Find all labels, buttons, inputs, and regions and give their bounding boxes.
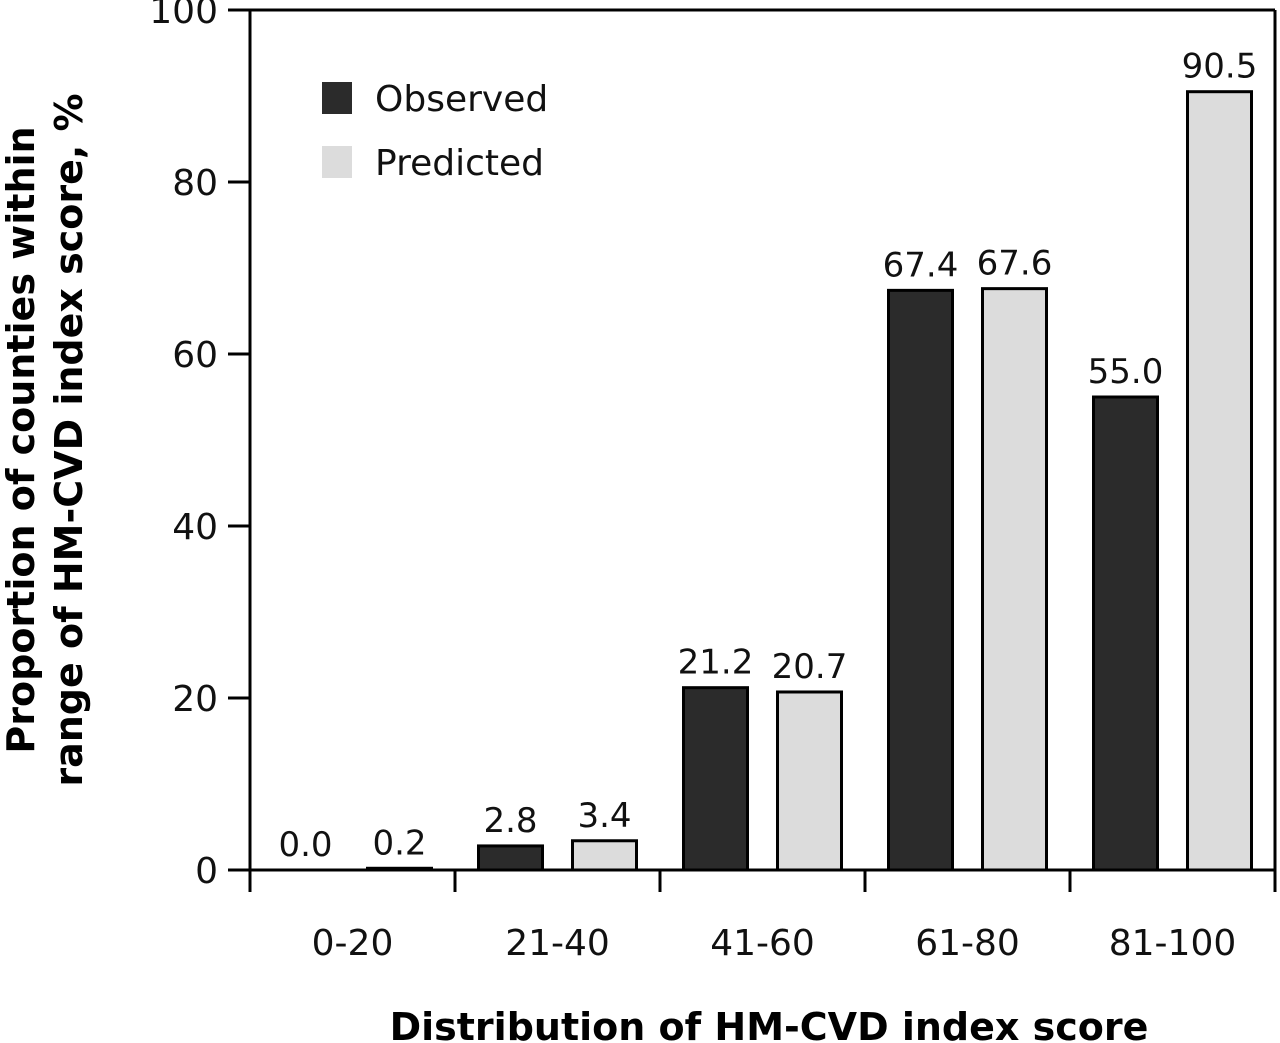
bar-observed bbox=[477, 844, 544, 872]
data-label: 55.0 bbox=[1088, 352, 1164, 392]
data-label: 90.5 bbox=[1182, 47, 1258, 87]
data-label: 2.8 bbox=[483, 801, 537, 841]
bar-predicted bbox=[366, 866, 433, 872]
y-axis-title-line-1: Proportion of counties within bbox=[0, 126, 43, 753]
data-label: 67.4 bbox=[883, 245, 959, 285]
y-tick-label: 80 bbox=[172, 163, 218, 204]
y-axis: 0 20 40 60 80 100 bbox=[149, 0, 1277, 892]
y-tick-label: 20 bbox=[172, 679, 218, 720]
legend-label-predicted: Predicted bbox=[375, 143, 544, 184]
bar-predicted bbox=[981, 287, 1048, 872]
y-tick-label: 60 bbox=[172, 335, 218, 376]
y-tick-label: 0 bbox=[195, 851, 218, 892]
bar-predicted bbox=[1186, 90, 1253, 872]
data-label: 67.6 bbox=[977, 244, 1053, 284]
x-tick-label: 0-20 bbox=[312, 923, 394, 964]
x-tick-label: 61-80 bbox=[915, 923, 1020, 964]
data-labels: 0.0 2.8 21.2 67.4 55.0 0.2 3.4 20.7 67.6 90.5 bbox=[278, 47, 1257, 865]
data-label: 0.2 bbox=[372, 823, 426, 863]
x-axis: 0-20 21-40 41-60 61-80 81-100 bbox=[248, 868, 1277, 964]
legend-label-observed: Observed bbox=[375, 79, 548, 120]
y-tick-label: 100 bbox=[149, 0, 218, 32]
bar-observed bbox=[682, 686, 749, 872]
x-tick-label: 21-40 bbox=[505, 923, 610, 964]
bars bbox=[366, 90, 1253, 872]
legend-swatch-predicted bbox=[322, 146, 352, 178]
y-tick-label: 40 bbox=[172, 507, 218, 548]
bar-observed bbox=[887, 288, 954, 872]
data-label: 0.0 bbox=[278, 825, 332, 865]
x-tick-label: 81-100 bbox=[1109, 923, 1237, 964]
data-label: 3.4 bbox=[577, 796, 631, 836]
bar-predicted bbox=[776, 690, 843, 872]
data-label: 21.2 bbox=[678, 643, 754, 683]
y-axis-title: Proportion of counties within range of H… bbox=[0, 93, 91, 786]
x-tick-label: 41-60 bbox=[710, 923, 815, 964]
y-axis-title-line-2: range of HM-CVD index score, % bbox=[47, 93, 91, 786]
legend: Observed Predicted bbox=[322, 79, 548, 184]
data-label: 20.7 bbox=[772, 647, 848, 687]
x-axis-title: Distribution of HM-CVD index score bbox=[390, 1005, 1149, 1043]
bar-predicted bbox=[571, 839, 638, 872]
bar-observed bbox=[1092, 395, 1159, 872]
legend-swatch-observed bbox=[322, 82, 352, 114]
